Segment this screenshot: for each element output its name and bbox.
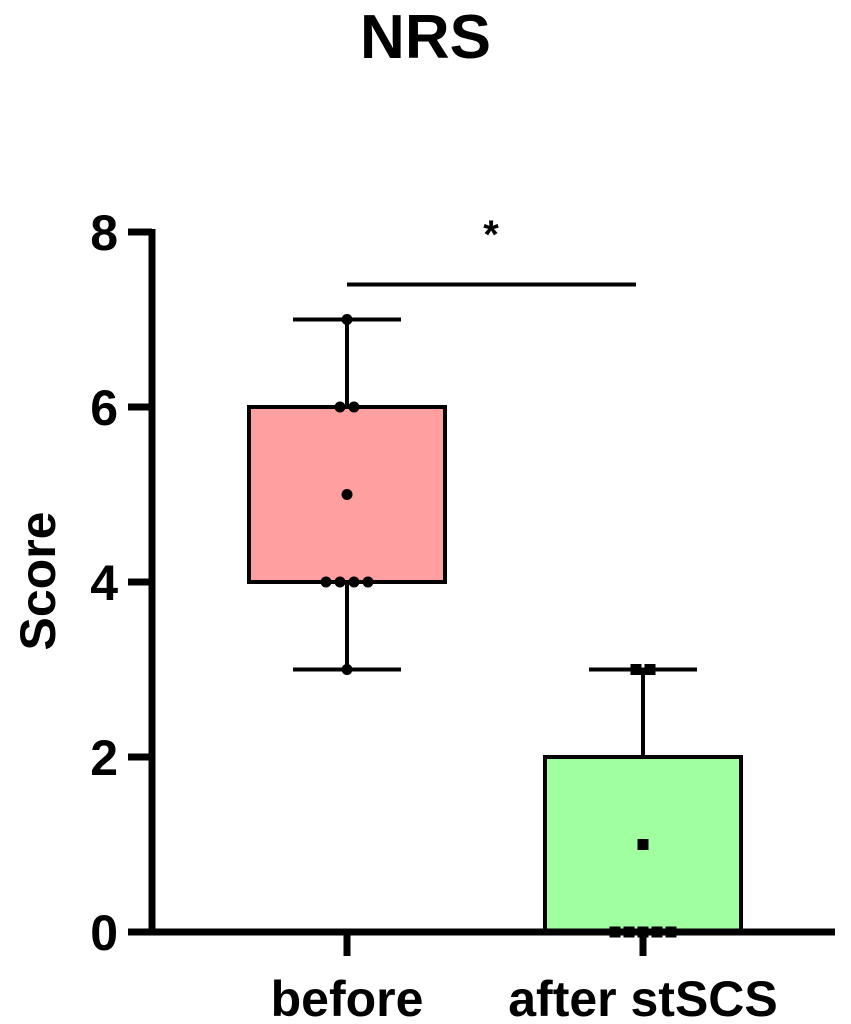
data-point <box>348 401 360 413</box>
data-point <box>644 664 656 675</box>
data-point <box>637 926 649 938</box>
data-point <box>334 401 346 413</box>
data-point <box>362 576 374 588</box>
data-point <box>320 576 332 588</box>
data-point <box>630 664 642 675</box>
y-tick-label: 4 <box>90 555 118 611</box>
x-tick-label: before <box>271 971 424 1024</box>
data-point <box>348 576 360 588</box>
y-tick-label: 6 <box>90 380 118 436</box>
chart-title: NRS <box>360 3 491 72</box>
data-point <box>341 314 353 325</box>
data-point <box>651 926 663 938</box>
y-tick-label: 2 <box>90 730 118 786</box>
data-point <box>334 576 346 588</box>
significance-label: * <box>483 213 499 257</box>
y-tick-label: 8 <box>90 205 118 261</box>
data-point <box>665 926 677 938</box>
y-tick-label: 0 <box>90 905 118 961</box>
data-point <box>623 926 635 938</box>
data-point <box>637 839 649 850</box>
data-point <box>341 489 353 500</box>
data-point <box>609 926 621 938</box>
x-tick-label: after stSCS <box>508 971 778 1024</box>
data-point <box>341 664 353 675</box>
